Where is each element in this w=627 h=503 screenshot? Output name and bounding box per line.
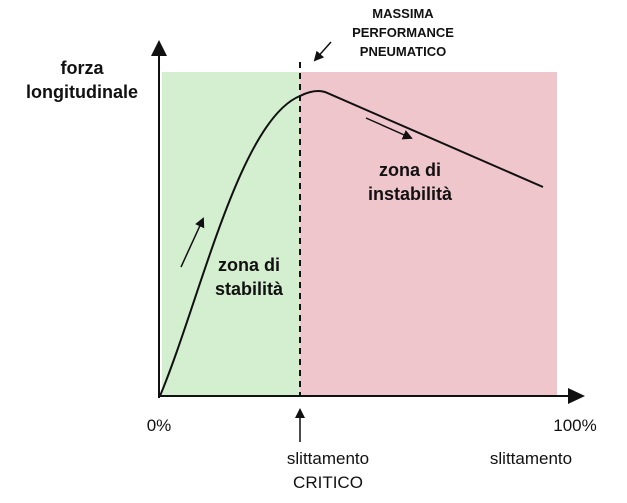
annotation-line-3: PNEUMATICO	[360, 44, 446, 59]
unstable-zone	[300, 72, 557, 395]
x-axis-label: slittamento	[490, 449, 572, 468]
rising-trend-arrow	[180, 217, 205, 268]
stable-zone-label-line-2: stabilità	[215, 279, 284, 299]
peak-pointer-arrow	[313, 41, 332, 62]
x-axis-end-label: 100%	[553, 416, 596, 435]
x-axis-arrowhead	[568, 388, 585, 404]
falling-trend-arrow	[365, 117, 413, 140]
unstable-zone-label-line-1: zona di	[379, 160, 441, 180]
stable-zone	[162, 72, 300, 395]
y-axis-label-line-1: forza	[60, 58, 104, 78]
stable-zone-label-line-1: zona di	[218, 255, 280, 275]
critical-slip-label-line-2: CRITICO	[293, 473, 363, 492]
x-axis-start-label: 0%	[147, 416, 172, 435]
critical-slip-label-line-1: slittamento	[287, 449, 369, 468]
y-axis-arrowhead	[151, 40, 167, 56]
annotation-line-1: MASSIMA	[372, 6, 434, 21]
unstable-zone-label-line-2: instabilità	[368, 184, 453, 204]
annotation-line-2: PERFORMANCE	[352, 25, 454, 40]
y-axis-label-line-2: longitudinale	[26, 82, 138, 102]
force-curve	[159, 90, 544, 397]
